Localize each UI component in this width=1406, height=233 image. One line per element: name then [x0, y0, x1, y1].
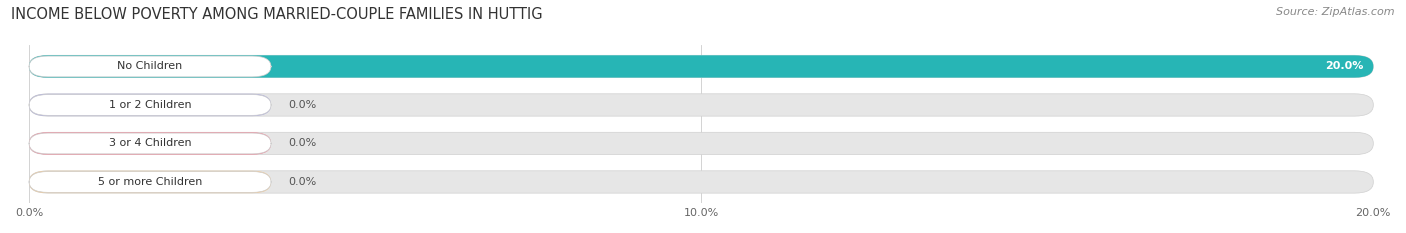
Text: 3 or 4 Children: 3 or 4 Children: [108, 138, 191, 148]
FancyBboxPatch shape: [30, 133, 271, 154]
Text: 0.0%: 0.0%: [288, 100, 316, 110]
FancyBboxPatch shape: [30, 55, 1374, 78]
Text: INCOME BELOW POVERTY AMONG MARRIED-COUPLE FAMILIES IN HUTTIG: INCOME BELOW POVERTY AMONG MARRIED-COUPL…: [11, 7, 543, 22]
FancyBboxPatch shape: [30, 171, 271, 192]
Text: No Children: No Children: [118, 62, 183, 72]
Text: Source: ZipAtlas.com: Source: ZipAtlas.com: [1277, 7, 1395, 17]
Text: 20.0%: 20.0%: [1324, 62, 1364, 72]
FancyBboxPatch shape: [30, 56, 271, 77]
Text: 0.0%: 0.0%: [288, 177, 316, 187]
FancyBboxPatch shape: [30, 95, 271, 115]
FancyBboxPatch shape: [30, 94, 1374, 116]
FancyBboxPatch shape: [30, 94, 271, 116]
Text: 1 or 2 Children: 1 or 2 Children: [108, 100, 191, 110]
FancyBboxPatch shape: [30, 132, 1374, 155]
FancyBboxPatch shape: [30, 132, 271, 155]
FancyBboxPatch shape: [30, 55, 1374, 78]
Text: 5 or more Children: 5 or more Children: [98, 177, 202, 187]
FancyBboxPatch shape: [30, 171, 271, 193]
Text: 0.0%: 0.0%: [288, 138, 316, 148]
FancyBboxPatch shape: [30, 171, 1374, 193]
